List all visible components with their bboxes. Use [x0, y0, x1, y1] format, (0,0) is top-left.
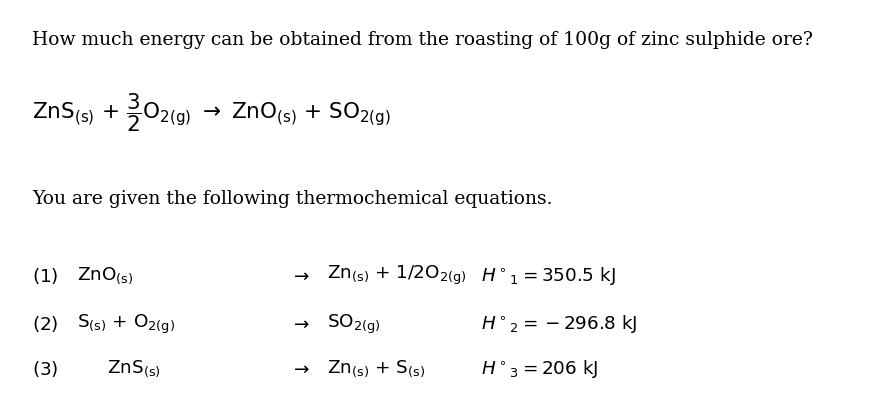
- Text: $\rightarrow$: $\rightarrow$: [290, 267, 310, 285]
- Text: $\mathrm{Zn_{(s)}}$ $+$ $\mathrm{1/2O_{2(g)}}$: $\mathrm{Zn_{(s)}}$ $+$ $\mathrm{1/2O_{2…: [327, 264, 467, 287]
- Text: $H^\circ{}_2 = -296.8\ \mathrm{kJ}$: $H^\circ{}_2 = -296.8\ \mathrm{kJ}$: [480, 313, 637, 335]
- Text: How much energy can be obtained from the roasting of 100g of zinc sulphide ore?: How much energy can be obtained from the…: [32, 31, 813, 50]
- Text: $\rightarrow$: $\rightarrow$: [290, 360, 310, 377]
- Text: $H^\circ{}_1 = 350.5\ \mathrm{kJ}$: $H^\circ{}_1 = 350.5\ \mathrm{kJ}$: [480, 265, 616, 287]
- Text: $\mathrm{ZnS_{(s)}}$: $\mathrm{ZnS_{(s)}}$: [106, 358, 160, 379]
- Text: $\rightarrow$: $\rightarrow$: [290, 315, 310, 333]
- Text: $H^\circ{}_3 = 206\ \mathrm{kJ}$: $H^\circ{}_3 = 206\ \mathrm{kJ}$: [480, 358, 598, 380]
- Text: $\mathrm{ZnO_{(s)}}$: $\mathrm{ZnO_{(s)}}$: [78, 265, 134, 286]
- Text: $\mathrm{S_{(s)}}$ $+$ $\mathrm{O_{2(g)}}$: $\mathrm{S_{(s)}}$ $+$ $\mathrm{O_{2(g)}…: [78, 312, 175, 335]
- Text: $\mathrm{SO_{2(g)}}$: $\mathrm{SO_{2(g)}}$: [327, 312, 380, 335]
- Text: $\mathrm{ZnS_{(s)}}$ $+$ $\dfrac{3}{2}$$\mathrm{O_{2(g)}}$ $\rightarrow$ $\mathr: $\mathrm{ZnS_{(s)}}$ $+$ $\dfrac{3}{2}$$…: [32, 91, 391, 134]
- Text: $(1)$: $(1)$: [32, 266, 58, 286]
- Text: You are given the following thermochemical equations.: You are given the following thermochemic…: [32, 190, 553, 208]
- Text: $\mathrm{Zn_{(s)}}$ $+$ $\mathrm{S_{(s)}}$: $\mathrm{Zn_{(s)}}$ $+$ $\mathrm{S_{(s)}…: [327, 358, 425, 379]
- Text: $(2)$: $(2)$: [32, 314, 58, 334]
- Text: $(3)$: $(3)$: [32, 358, 58, 379]
